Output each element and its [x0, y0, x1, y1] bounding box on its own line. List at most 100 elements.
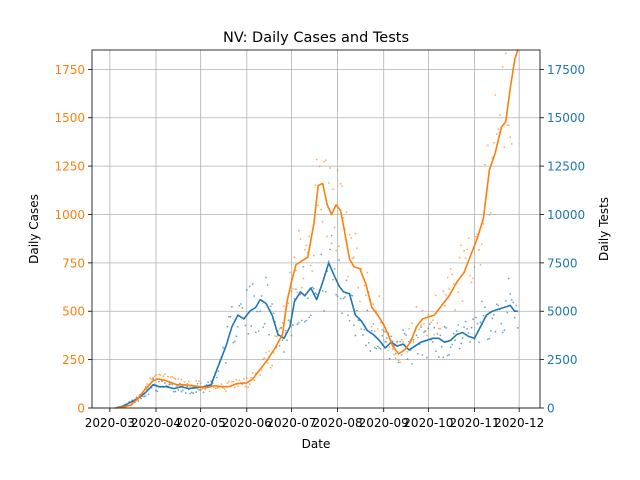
cases-point: [296, 291, 299, 294]
left-y-tick-label: 500: [62, 305, 85, 319]
tests-point: [420, 326, 422, 328]
tests-point: [332, 278, 335, 281]
cases-point: [266, 361, 269, 364]
tests-point: [292, 324, 294, 327]
tests-point: [300, 319, 303, 322]
tests-point: [512, 301, 515, 304]
tests-point: [186, 385, 189, 388]
cases-point: [220, 383, 223, 386]
daily-tests-line: [115, 262, 518, 408]
tests-point: [472, 318, 474, 321]
tests-point: [207, 381, 209, 384]
cases-point: [225, 390, 227, 393]
tests-point: [354, 334, 357, 337]
tests-point: [199, 388, 202, 391]
tests-point: [241, 307, 244, 309]
tests-point: [336, 295, 339, 298]
tests-point: [467, 332, 470, 335]
cases-point: [454, 308, 457, 311]
left-y-tick-label: 0: [77, 402, 85, 416]
tests-point: [293, 297, 296, 300]
tests-point: [286, 339, 288, 342]
tests-point: [236, 325, 239, 328]
cases-point: [293, 256, 296, 259]
cases-point: [242, 377, 245, 380]
cases-point: [238, 379, 241, 382]
tests-point: [397, 361, 400, 364]
cases-point: [399, 361, 401, 364]
cases-point: [463, 249, 465, 252]
cases-point: [327, 181, 330, 184]
tests-point: [417, 352, 419, 355]
tests-point: [306, 297, 309, 300]
tests-point: [345, 279, 348, 282]
tests-point: [451, 343, 454, 346]
tests-point: [232, 341, 235, 344]
cases-point: [467, 237, 470, 240]
right-y-tick-label: 7500: [547, 256, 578, 270]
tests-point: [403, 332, 406, 335]
tests-point: [192, 392, 195, 394]
cases-point: [385, 341, 388, 343]
tests-point: [195, 391, 198, 393]
cases-point: [357, 286, 360, 289]
tests-point: [248, 285, 251, 288]
cases-point: [146, 383, 148, 385]
tests-point: [433, 326, 436, 329]
cases-point: [268, 350, 271, 353]
tests-point: [156, 390, 159, 393]
cases-point: [169, 376, 172, 379]
cases-point: [253, 379, 256, 382]
cases-point: [509, 136, 512, 139]
cases-point: [292, 287, 294, 290]
cases-point: [376, 328, 379, 330]
tests-point: [271, 303, 273, 305]
cases-point: [364, 294, 367, 296]
tests-point: [229, 315, 232, 318]
tests-point: [196, 382, 199, 385]
cases-point: [388, 346, 391, 349]
cases-point: [473, 266, 476, 269]
right-y-tick-label: 15000: [547, 111, 585, 125]
tests-point: [491, 317, 494, 320]
tests-point: [466, 327, 468, 330]
tests-point: [507, 277, 510, 280]
right-y-tick-label: 2500: [547, 353, 578, 367]
cases-point: [214, 387, 217, 390]
cases-point: [424, 329, 427, 332]
tests-point: [427, 327, 430, 330]
cases-point: [420, 324, 422, 327]
cases-point: [366, 271, 369, 274]
cases-point: [236, 385, 239, 388]
tests-point: [323, 310, 326, 312]
series-lines: [115, 50, 519, 408]
tests-point: [421, 354, 424, 356]
cases-point: [248, 383, 251, 386]
cases-point: [457, 291, 460, 294]
tests-point: [396, 340, 399, 343]
cases-point: [241, 383, 244, 386]
daily-cases-line: [115, 50, 519, 408]
cases-point: [250, 376, 253, 379]
tests-point: [305, 319, 308, 322]
tests-point: [297, 321, 300, 324]
tests-point: [327, 260, 330, 263]
cases-point: [489, 211, 492, 214]
cases-point: [259, 374, 262, 377]
tests-point: [198, 389, 201, 391]
cases-point: [305, 244, 308, 247]
tests-point: [254, 331, 257, 334]
tests-point: [244, 324, 247, 327]
cases-point: [504, 52, 507, 55]
tests-point: [266, 284, 269, 286]
cases-point: [470, 281, 473, 284]
tests-point: [440, 345, 443, 348]
cases-point: [443, 304, 446, 307]
cases-point: [180, 378, 183, 381]
cases-point: [487, 144, 489, 147]
right-axis-label: Daily Tests: [597, 197, 611, 261]
tests-point: [515, 304, 518, 307]
tests-point: [253, 295, 256, 297]
tests-point: [364, 344, 367, 347]
cases-point: [183, 380, 186, 383]
